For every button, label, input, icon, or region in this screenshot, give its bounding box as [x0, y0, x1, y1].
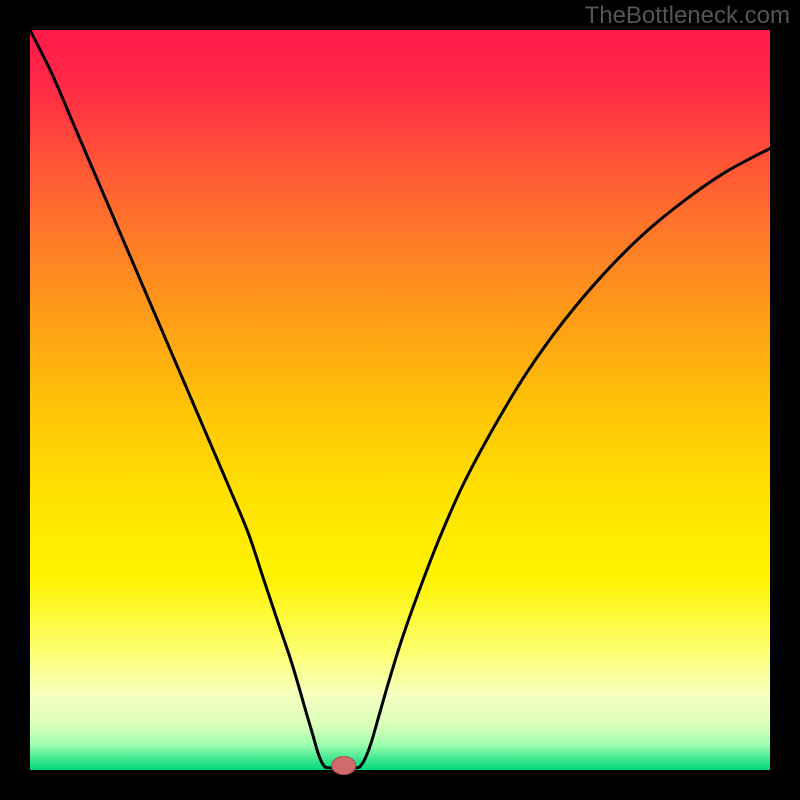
watermark-text: TheBottleneck.com: [585, 2, 790, 30]
chart-background: [30, 30, 770, 770]
bottleneck-chart: [0, 0, 800, 800]
chart-container: TheBottleneck.com: [0, 0, 800, 800]
optimum-marker: [332, 757, 356, 775]
